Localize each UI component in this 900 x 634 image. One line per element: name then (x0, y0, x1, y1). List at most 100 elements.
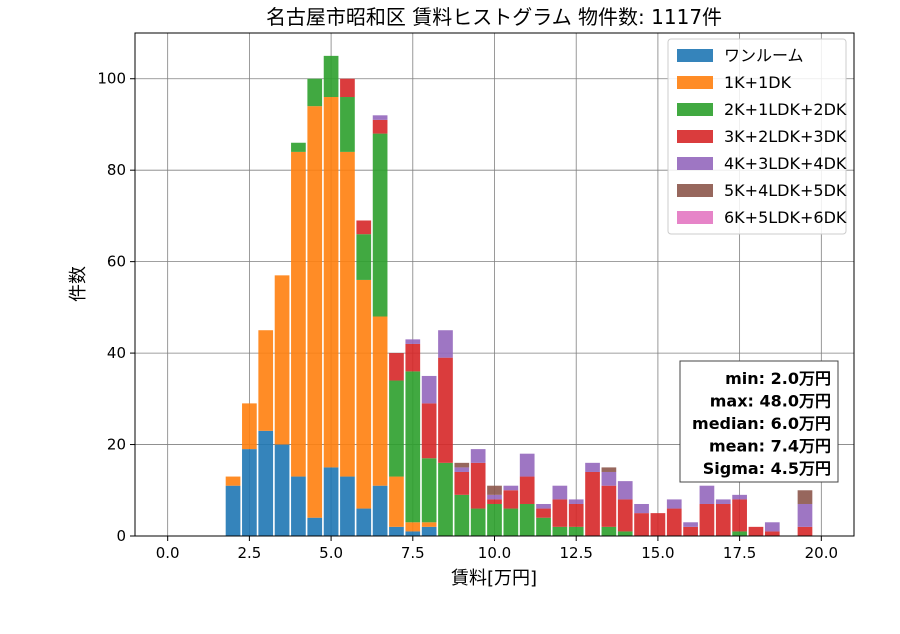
x-tick-label: 20.0 (805, 544, 838, 562)
bar-4-11 (405, 339, 421, 344)
legend-swatch (677, 103, 713, 116)
bar-2-8 (356, 234, 372, 280)
bar-1-2 (258, 330, 274, 431)
bar-2-9 (372, 133, 388, 317)
bar-0-0 (225, 485, 241, 536)
stats-frame (679, 360, 839, 483)
bar-4-31 (732, 494, 747, 500)
bar-3-8 (356, 220, 372, 235)
bar-5-35 (797, 490, 813, 504)
bar-3-18 (519, 476, 535, 504)
bar-3-21 (568, 503, 584, 527)
bars (225, 55, 813, 536)
stat-line: Sigma: 4.5万円 (703, 459, 831, 478)
bar-4-9 (372, 115, 388, 120)
bar-3-22 (585, 471, 600, 536)
bar-4-18 (519, 453, 535, 477)
bar-3-13 (438, 357, 453, 463)
bar-3-11 (405, 343, 421, 372)
bar-3-28 (683, 526, 698, 536)
bar-2-11 (405, 371, 421, 523)
bar-2-21 (568, 526, 584, 536)
bar-5-23 (601, 467, 617, 472)
bar-4-28 (683, 522, 698, 527)
bar-3-27 (666, 508, 682, 536)
bar-3-26 (650, 513, 666, 536)
bar-2-16 (487, 503, 502, 536)
y-tick-label: 60 (107, 253, 126, 271)
bar-4-19 (536, 503, 551, 509)
y-tick-label: 20 (107, 436, 126, 454)
bar-0-9 (372, 485, 388, 536)
bar-4-22 (585, 462, 600, 472)
x-axis-label: 賃料[万円] (451, 568, 537, 589)
chart-title: 名古屋市昭和区 賃料ヒストグラム 物件数: 1117件 (266, 5, 722, 29)
bar-1-11 (405, 522, 421, 532)
bar-1-9 (372, 316, 388, 486)
bar-3-29 (699, 503, 715, 536)
bar-2-7 (340, 97, 355, 152)
x-tick-label: 7.5 (401, 544, 425, 562)
bar-5-14 (454, 462, 470, 468)
bar-4-20 (552, 485, 568, 500)
y-tick-label: 40 (107, 344, 126, 362)
bar-3-32 (748, 526, 764, 536)
bar-3-16 (487, 499, 502, 504)
bar-0-7 (340, 476, 355, 536)
legend-label: 5K+4LDK+5DK (724, 181, 847, 200)
bar-1-3 (274, 275, 290, 445)
bar-2-24 (617, 531, 633, 536)
bar-2-19 (536, 517, 551, 536)
legend: ワンルーム 1K+1DK 2K+1LDK+2DK 3K+2LDK+3DK 4K+3LDK… (667, 38, 847, 235)
bar-4-15 (470, 449, 486, 463)
y-tick-label: 0 (116, 527, 126, 545)
bar-4-23 (601, 471, 617, 486)
bar-4-13 (438, 330, 453, 358)
stats-box: min: 2.0万円 max: 48.0万円 median: 6.0万円 mean: … (679, 360, 839, 483)
bar-0-1 (242, 449, 257, 536)
bar-3-12 (421, 403, 437, 459)
bar-3-25 (634, 513, 649, 536)
bar-3-31 (732, 499, 747, 532)
x-tick-label: 12.5 (560, 544, 593, 562)
legend-swatch (677, 130, 713, 143)
bar-2-13 (438, 462, 453, 536)
bar-3-23 (601, 485, 617, 527)
x-tick-label: 2.5 (237, 544, 261, 562)
x-tick-label: 15.0 (641, 544, 674, 562)
bar-0-5 (307, 517, 323, 536)
bar-1-7 (340, 151, 355, 477)
y-tick-label: 100 (97, 70, 126, 88)
legend-label: 2K+1LDK+2DK (724, 100, 847, 119)
legend-swatch (677, 211, 713, 224)
bar-4-35 (797, 503, 813, 527)
bar-0-6 (323, 467, 339, 536)
bar-3-14 (454, 471, 470, 495)
bar-5-16 (487, 485, 502, 495)
bar-2-12 (421, 458, 437, 523)
bar-3-30 (715, 503, 731, 536)
bar-3-35 (797, 526, 813, 536)
legend-swatch (677, 49, 713, 62)
bar-0-2 (258, 430, 274, 536)
bar-1-0 (225, 476, 241, 486)
bar-4-29 (699, 485, 715, 504)
y-ticks: 0 20 40 60 80 100 (97, 70, 135, 545)
bar-2-4 (291, 142, 306, 152)
y-tick-label: 80 (107, 161, 126, 179)
bar-0-10 (389, 526, 404, 536)
legend-label: 4K+3LDK+4DK (724, 154, 847, 173)
bar-0-3 (274, 444, 290, 536)
bar-3-7 (340, 78, 355, 98)
legend-label: 6K+5LDK+6DK (724, 208, 847, 227)
bar-4-12 (421, 375, 437, 404)
x-tick-label: 0.0 (156, 544, 180, 562)
bar-3-17 (503, 490, 519, 509)
bar-1-1 (242, 403, 257, 450)
bar-0-8 (356, 508, 372, 536)
legend-label: ワンルーム (724, 46, 804, 65)
bar-0-12 (421, 526, 437, 536)
bar-2-14 (454, 494, 470, 536)
legend-swatch (677, 184, 713, 197)
x-tick-label: 5.0 (319, 544, 343, 562)
